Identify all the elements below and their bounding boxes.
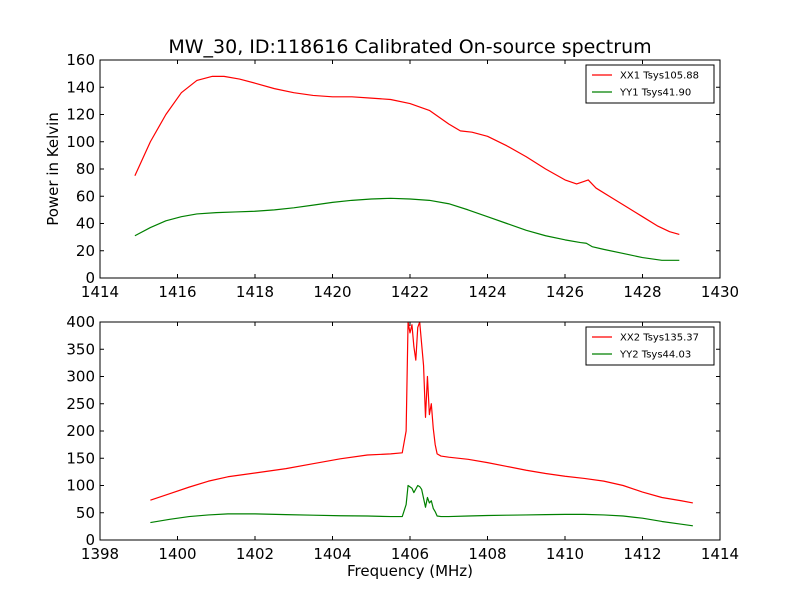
bottom-x-tick-label: 1410 [546,545,584,563]
top-legend-label-2: YY1 Tsys41.90 [619,88,691,99]
bottom-x-tick-label: 1414 [701,545,739,563]
top-x-tick-label: 1414 [81,283,119,301]
top-y-tick-label: 120 [66,106,95,124]
bottom-x-tick-label: 1408 [468,545,506,563]
top-plot-y-axis-label: Power in Kelvin [44,112,62,226]
bottom-y-tick-label: 50 [76,504,95,522]
top-plot: 1414 1416 1418 1420 1422 1424 1426 1428 1430 0 20 4… [66,51,739,301]
top-y-tick-label: 140 [66,78,95,96]
top-y-tick-label: 0 [85,269,95,287]
bottom-x-tick-label: 1398 [81,545,119,563]
top-x-tick-label: 1424 [468,283,506,301]
top-x-tick-label: 1422 [391,283,429,301]
top-legend-box [585,64,715,104]
top-series-line-2 [134,197,680,261]
top-y-tick-label: 60 [76,187,95,205]
bottom-y-tick-label: 100 [66,477,95,495]
top-series-line-1 [134,75,680,235]
bottom-y-tick-label: 0 [85,531,95,549]
bottom-legend-label-2: YY2 Tsys44.03 [619,350,691,361]
figure-title: MW_30, ID:118616 Calibrated On-source sp… [168,36,651,58]
top-y-tick-label: 80 [76,160,95,178]
top-legend: XX1 Tsys105.88 YY1 Tsys41.90 [585,64,715,104]
bottom-x-tick-label: 1400 [158,545,196,563]
bottom-legend-label-1: XX2 Tsys135.37 [620,333,699,344]
top-x-tick-label: 1426 [546,283,584,301]
bottom-plot-x-axis-label: Frequency (MHz) [347,562,473,580]
bottom-x-tick-label: 1404 [313,545,351,563]
bottom-y-tick-label: 200 [66,422,95,440]
bottom-y-tick-label: 150 [66,449,95,467]
plots-group: 1414 1416 1418 1420 1422 1424 1426 1428 1430 0 20 4… [66,51,739,563]
top-x-tick-label: 1416 [158,283,196,301]
bottom-legend-box [585,326,715,366]
bottom-x-tick-label: 1402 [236,545,274,563]
top-x-tick-label: 1430 [701,283,739,301]
top-x-tick-label: 1420 [313,283,351,301]
top-x-tick-label: 1428 [623,283,661,301]
bottom-y-tick-label: 300 [66,368,95,386]
bottom-x-tick-label: 1412 [623,545,661,563]
top-y-tick-label: 20 [76,242,95,260]
bottom-series-line-1 [150,322,693,504]
bottom-y-tick-label: 350 [66,340,95,358]
bottom-legend: XX2 Tsys135.37 YY2 Tsys44.03 [585,326,715,366]
top-y-tick-label: 40 [76,215,95,233]
bottom-y-tick-label: 250 [66,395,95,413]
bottom-x-tick-label: 1406 [391,545,429,563]
bottom-y-tick-label: 400 [66,313,95,331]
top-y-tick-label: 100 [66,133,95,151]
top-legend-label-1: XX1 Tsys105.88 [620,71,699,82]
top-x-tick-label: 1418 [236,283,274,301]
bottom-plot: 1398 1400 1402 1404 1406 1408 1410 1412 1414 0 50 1… [66,313,739,563]
top-y-tick-label: 160 [66,51,95,69]
bottom-series-line-2 [150,484,693,527]
